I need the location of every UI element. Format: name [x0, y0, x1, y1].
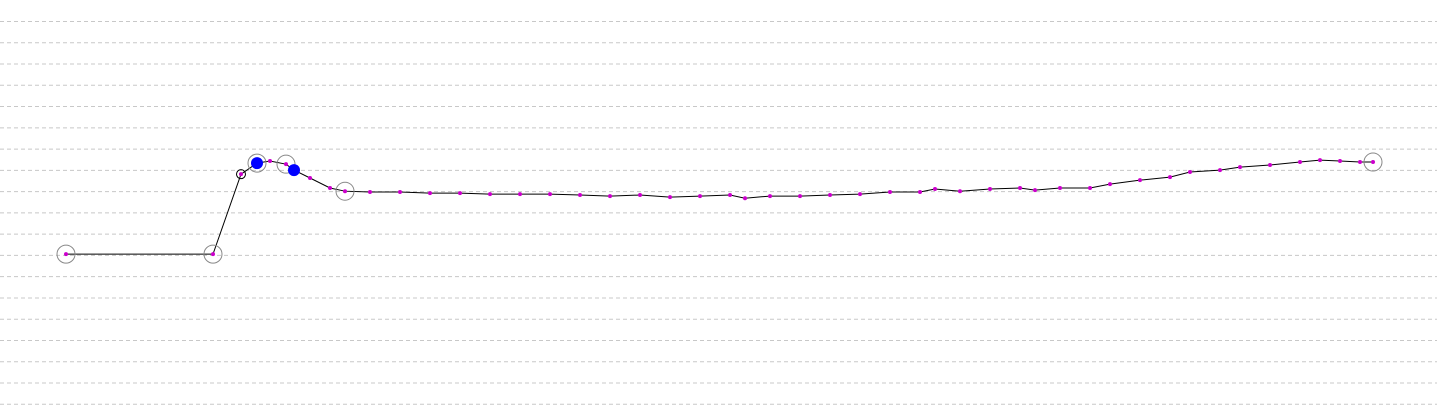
point	[1058, 185, 1062, 190]
point	[548, 192, 552, 197]
point	[458, 191, 462, 196]
point	[988, 187, 992, 192]
point	[1268, 163, 1272, 168]
handle-small	[236, 169, 246, 180]
handle-ring	[1363, 152, 1383, 172]
point	[1358, 160, 1362, 165]
selected-point	[288, 164, 300, 177]
point	[1188, 170, 1192, 175]
point	[1018, 185, 1022, 190]
point	[1371, 160, 1375, 165]
point	[698, 194, 702, 199]
handle-ring	[247, 153, 267, 173]
point	[608, 194, 612, 199]
point	[728, 193, 732, 198]
point	[958, 189, 962, 194]
point	[328, 185, 332, 190]
data-line	[66, 159, 1373, 255]
point	[518, 192, 522, 197]
point	[1138, 178, 1142, 183]
point	[1108, 182, 1112, 187]
point	[1218, 168, 1222, 173]
point	[638, 193, 642, 198]
handle-ring	[335, 181, 355, 201]
point	[1088, 185, 1092, 190]
handle-ring	[276, 154, 296, 174]
point	[368, 190, 372, 195]
point	[933, 187, 937, 192]
point	[428, 191, 432, 196]
point	[308, 176, 312, 181]
point	[268, 158, 272, 163]
point	[239, 172, 243, 177]
point	[1338, 158, 1342, 163]
point	[1298, 160, 1302, 165]
point	[211, 252, 215, 257]
point	[343, 189, 347, 194]
handle-ring	[56, 244, 76, 264]
point	[1033, 188, 1037, 193]
point	[1238, 165, 1242, 170]
point	[1168, 175, 1172, 180]
point	[398, 190, 402, 195]
point	[578, 193, 582, 198]
point	[828, 193, 832, 198]
point	[888, 190, 892, 195]
point	[918, 190, 922, 195]
point	[284, 162, 288, 167]
handle-ring	[203, 244, 223, 264]
point	[1318, 158, 1322, 163]
point	[743, 196, 747, 201]
selected-point	[251, 157, 263, 170]
point	[768, 194, 772, 199]
point	[668, 195, 672, 200]
point	[858, 192, 862, 197]
point	[798, 194, 802, 199]
point	[488, 192, 492, 197]
point	[64, 252, 68, 257]
